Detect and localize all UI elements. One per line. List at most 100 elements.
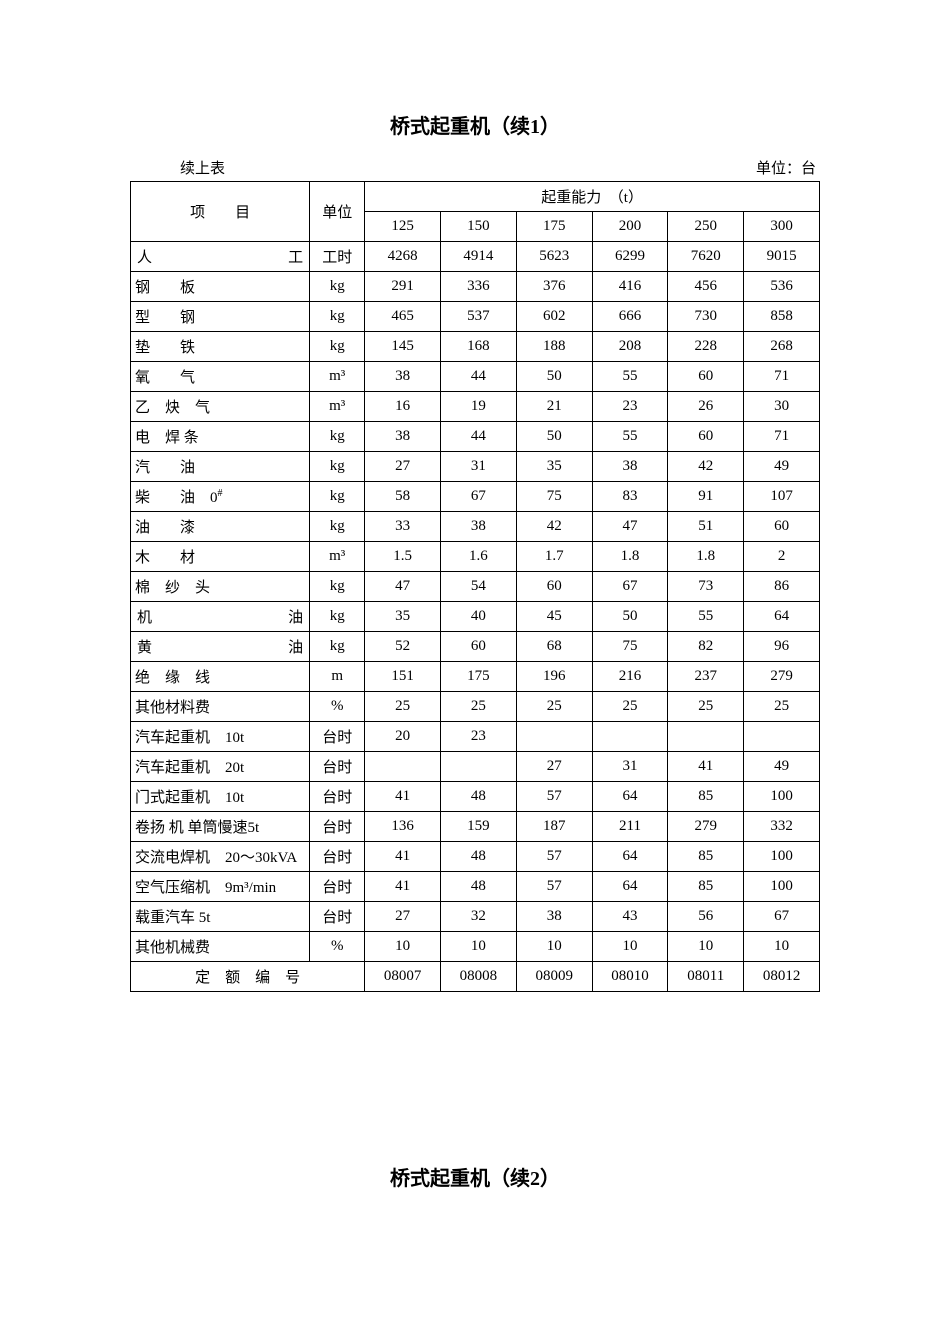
row-label: 钢 板 <box>131 272 310 302</box>
row-value: 332 <box>744 812 820 842</box>
row-value: 58 <box>365 482 441 512</box>
row-unit: % <box>310 932 365 962</box>
table-row: 垫 铁kg145168188208228268 <box>131 332 820 362</box>
table-row: 电 焊 条kg384450556071 <box>131 422 820 452</box>
row-value: 82 <box>668 632 744 662</box>
row-value: 187 <box>516 812 592 842</box>
table-row: 卷扬 机 单筒慢速5t台时136159187211279332 <box>131 812 820 842</box>
row-value: 10 <box>592 932 668 962</box>
table-row: 柴 油 0#kg5867758391107 <box>131 482 820 512</box>
row-value: 20 <box>365 722 441 752</box>
page-title-2: 桥式起重机（续2） <box>130 1162 820 1191</box>
row-unit: kg <box>310 332 365 362</box>
row-unit: kg <box>310 482 365 512</box>
row-value: 85 <box>668 782 744 812</box>
row-value: 54 <box>441 572 517 602</box>
row-value: 57 <box>516 782 592 812</box>
row-value: 1.6 <box>441 542 517 572</box>
table-row: 汽车起重机 10t台时2023 <box>131 722 820 752</box>
row-value: 136 <box>365 812 441 842</box>
row-value: 35 <box>516 452 592 482</box>
row-value: 27 <box>516 752 592 782</box>
row-value <box>668 722 744 752</box>
row-unit: m³ <box>310 392 365 422</box>
row-value: 56 <box>668 902 744 932</box>
row-unit: kg <box>310 272 365 302</box>
row-value: 40 <box>441 602 517 632</box>
row-value: 60 <box>668 362 744 392</box>
row-value: 27 <box>365 452 441 482</box>
row-value: 48 <box>441 782 517 812</box>
row-value: 100 <box>744 872 820 902</box>
row-value: 9015 <box>744 242 820 272</box>
row-label: 油 漆 <box>131 512 310 542</box>
row-value: 44 <box>441 362 517 392</box>
row-unit: kg <box>310 302 365 332</box>
row-value: 38 <box>441 512 517 542</box>
table-row: 空气压缩机 9m³/min台时4148576485100 <box>131 872 820 902</box>
row-unit: m³ <box>310 542 365 572</box>
row-value: 57 <box>516 842 592 872</box>
row-value: 23 <box>592 392 668 422</box>
row-value: 55 <box>668 602 744 632</box>
row-value: 21 <box>516 392 592 422</box>
row-label: 绝 缘 线 <box>131 662 310 692</box>
row-value: 536 <box>744 272 820 302</box>
row-label: 汽车起重机 10t <box>131 722 310 752</box>
row-value: 188 <box>516 332 592 362</box>
row-value: 73 <box>668 572 744 602</box>
row-value: 44 <box>441 422 517 452</box>
row-value: 237 <box>668 662 744 692</box>
row-value: 23 <box>441 722 517 752</box>
row-value: 71 <box>744 422 820 452</box>
row-label: 汽 油 <box>131 452 310 482</box>
row-value: 16 <box>365 392 441 422</box>
row-value <box>516 722 592 752</box>
row-unit: 台时 <box>310 842 365 872</box>
row-value: 1.8 <box>592 542 668 572</box>
row-value: 85 <box>668 842 744 872</box>
header-cap-1: 150 <box>441 212 517 242</box>
row-value: 602 <box>516 302 592 332</box>
table-row: 其他机械费%101010101010 <box>131 932 820 962</box>
row-value: 19 <box>441 392 517 422</box>
row-unit: m <box>310 662 365 692</box>
row-value: 6299 <box>592 242 668 272</box>
row-unit: % <box>310 692 365 722</box>
row-value: 96 <box>744 632 820 662</box>
row-value: 2 <box>744 542 820 572</box>
row-value: 279 <box>744 662 820 692</box>
row-label: 机油 <box>131 602 310 632</box>
row-value: 64 <box>592 872 668 902</box>
row-value: 68 <box>516 632 592 662</box>
row-value: 279 <box>668 812 744 842</box>
row-unit: m³ <box>310 362 365 392</box>
row-unit: kg <box>310 452 365 482</box>
row-value: 83 <box>592 482 668 512</box>
row-value: 75 <box>592 632 668 662</box>
header-cap-3: 200 <box>592 212 668 242</box>
row-value <box>592 722 668 752</box>
row-label: 交流电焊机 20～30kVA <box>131 842 310 872</box>
row-value: 57 <box>516 872 592 902</box>
row-value: 26 <box>668 392 744 422</box>
row-value <box>744 722 820 752</box>
table-row: 绝 缘 线m151175196216237279 <box>131 662 820 692</box>
row-label: 电 焊 条 <box>131 422 310 452</box>
row-value: 55 <box>592 422 668 452</box>
row-value: 85 <box>668 872 744 902</box>
table-row: 载重汽车 5t台时273238435667 <box>131 902 820 932</box>
table-row: 其他材料费%252525252525 <box>131 692 820 722</box>
row-value: 5623 <box>516 242 592 272</box>
row-label: 空气压缩机 9m³/min <box>131 872 310 902</box>
row-value: 50 <box>516 362 592 392</box>
header-cap-5: 300 <box>744 212 820 242</box>
row-value: 228 <box>668 332 744 362</box>
row-value: 216 <box>592 662 668 692</box>
row-value: 32 <box>441 902 517 932</box>
footer-value: 08011 <box>668 962 744 992</box>
row-value: 75 <box>516 482 592 512</box>
row-unit: kg <box>310 422 365 452</box>
row-value: 33 <box>365 512 441 542</box>
row-value: 7620 <box>668 242 744 272</box>
